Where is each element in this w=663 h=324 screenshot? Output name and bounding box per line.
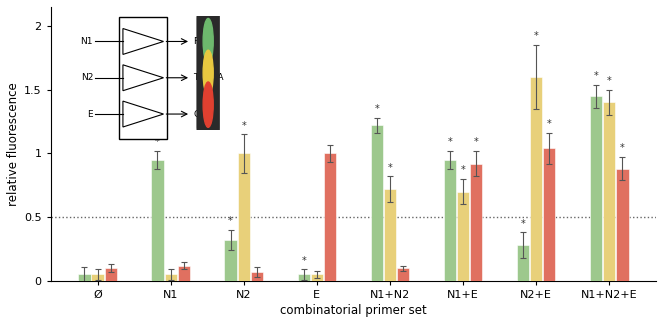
Bar [237, 154, 250, 281]
Text: *: * [228, 216, 233, 226]
Bar [543, 148, 556, 281]
Text: *: * [620, 144, 625, 154]
Bar [530, 77, 542, 281]
Text: N1: N1 [81, 37, 93, 46]
X-axis label: combinatorial primer set: combinatorial primer set [280, 304, 427, 317]
Text: *: * [388, 163, 392, 173]
Bar [517, 245, 529, 281]
Circle shape [203, 18, 213, 64]
Bar [457, 192, 469, 281]
Text: *: * [547, 119, 552, 129]
Bar [311, 274, 323, 281]
Text: TAMRA: TAMRA [194, 73, 224, 82]
Bar [178, 266, 190, 281]
Polygon shape [123, 65, 164, 91]
Bar [225, 240, 237, 281]
Text: E: E [88, 110, 93, 119]
Text: FAM: FAM [194, 37, 211, 46]
Text: *: * [594, 71, 599, 81]
Text: Cy5: Cy5 [194, 110, 211, 119]
Text: *: * [461, 165, 465, 175]
Bar [444, 160, 456, 281]
FancyBboxPatch shape [119, 17, 167, 139]
Text: *: * [520, 219, 525, 229]
Bar [164, 274, 177, 281]
Text: *: * [301, 256, 306, 266]
Bar [91, 274, 103, 281]
Bar [151, 160, 164, 281]
Bar [384, 189, 396, 281]
Bar [105, 268, 117, 281]
Text: *: * [448, 137, 452, 147]
Bar [371, 125, 383, 281]
Circle shape [203, 50, 213, 96]
Polygon shape [123, 29, 164, 54]
Y-axis label: relative fluorescence: relative fluorescence [7, 82, 20, 206]
Text: *: * [607, 76, 612, 86]
Bar [590, 96, 602, 281]
Text: *: * [241, 121, 246, 131]
Bar [78, 274, 91, 281]
Text: *: * [534, 31, 538, 41]
Bar [298, 274, 310, 281]
Polygon shape [123, 101, 164, 127]
Bar [470, 164, 483, 281]
Bar [603, 102, 615, 281]
Circle shape [203, 82, 213, 127]
Bar [251, 272, 263, 281]
Text: *: * [375, 104, 379, 114]
Text: *: * [155, 137, 160, 147]
Text: N2: N2 [81, 73, 93, 82]
FancyBboxPatch shape [197, 13, 219, 133]
Bar [397, 268, 409, 281]
Bar [324, 154, 336, 281]
Text: *: * [474, 137, 479, 147]
Bar [617, 169, 629, 281]
